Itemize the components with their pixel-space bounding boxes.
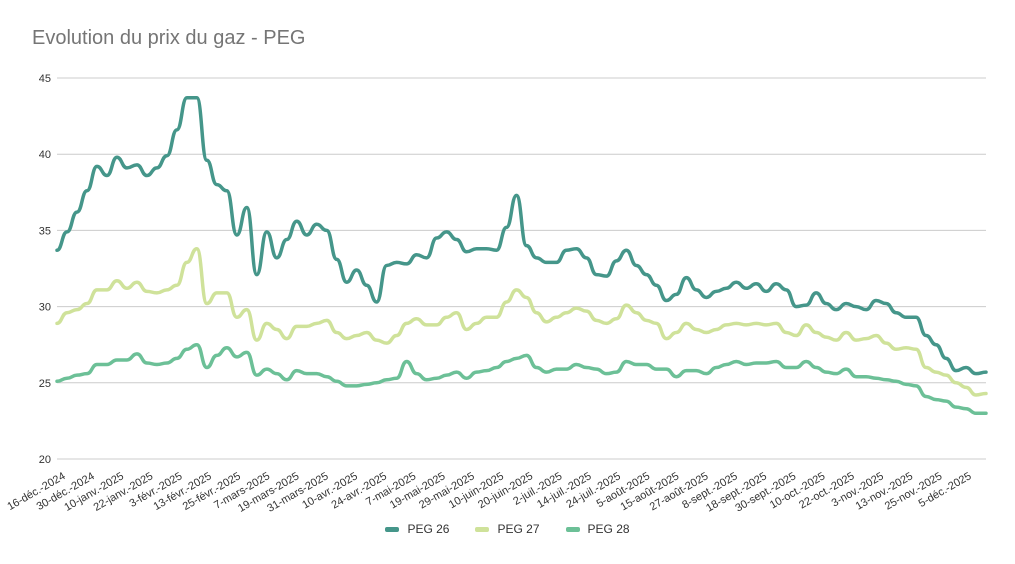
chart-title: Evolution du prix du gaz - PEG [32, 27, 306, 49]
legend-swatch [565, 526, 580, 532]
y-tick-label: 45 [39, 73, 51, 85]
legend-label: PEG 26 [407, 522, 450, 536]
legend-label: PEG 28 [587, 522, 630, 536]
y-tick-label: 35 [39, 225, 51, 237]
legend-item-peg28[interactable]: PEG 28 [565, 522, 630, 536]
series-line-peg27 [55, 246, 988, 397]
y-tick-label: 40 [39, 149, 51, 161]
legend-item-peg26[interactable]: PEG 26 [385, 522, 449, 536]
series-line-peg26 [55, 96, 988, 376]
y-tick-label: 30 [39, 302, 51, 314]
legend-item-peg27[interactable]: PEG 27 [475, 522, 540, 536]
series-line-peg28 [55, 342, 988, 416]
y-tick-label: 25 [39, 378, 51, 390]
legend-label: PEG 27 [497, 522, 540, 536]
legend-swatch [385, 526, 400, 532]
y-tick-label: 20 [39, 454, 51, 466]
legend: PEG 26 PEG 27 PEG 28 [0, 522, 1015, 536]
legend-swatch [475, 526, 490, 532]
